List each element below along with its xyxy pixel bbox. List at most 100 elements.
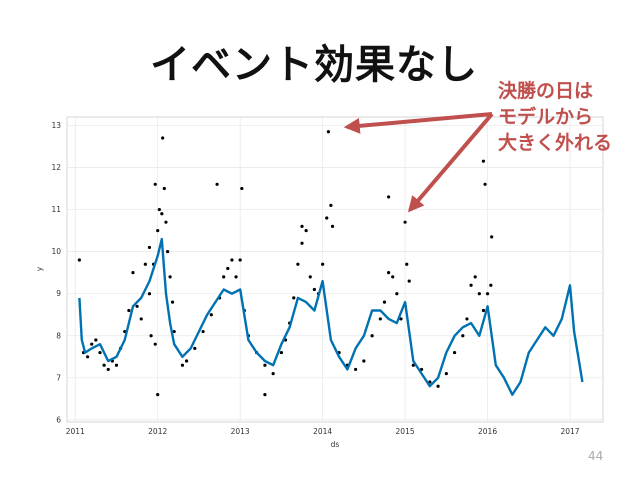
observed-point	[193, 346, 197, 350]
observed-point	[139, 317, 143, 321]
y-tick-label: 9	[56, 289, 61, 298]
observed-point	[263, 363, 267, 367]
y-axis-label: y	[35, 266, 44, 271]
observed-point	[131, 271, 135, 275]
observed-point	[147, 245, 152, 250]
observed-point	[329, 203, 333, 207]
observed-point	[201, 329, 205, 334]
observed-point	[387, 271, 391, 275]
observed-point	[330, 224, 335, 228]
observed-point	[387, 195, 391, 199]
observed-point	[300, 224, 304, 228]
observed-point	[222, 275, 226, 279]
x-tick-label: 2012	[148, 427, 167, 436]
observed-point	[180, 363, 185, 367]
observed-point	[481, 159, 486, 163]
observed-points	[77, 130, 494, 397]
x-tick-label: 2015	[396, 427, 415, 436]
observed-point	[407, 279, 411, 283]
observed-point	[296, 262, 300, 266]
page-number: 44	[588, 449, 604, 463]
observed-point	[215, 182, 219, 186]
observed-point	[362, 359, 366, 363]
observed-point	[102, 363, 106, 367]
observed-point	[444, 372, 448, 376]
observed-point	[321, 262, 325, 266]
observed-point	[461, 334, 465, 338]
plot-area	[66, 116, 604, 423]
axis-ticks: 6 7 8 9 10 11 12 13 2011 2012 2013 2014 2015 2016 2017	[51, 121, 579, 436]
observed-point	[378, 317, 382, 321]
observed-point	[143, 262, 147, 266]
observed-point	[326, 130, 331, 134]
observed-point	[184, 359, 189, 363]
callout-line-1: 決勝の日は	[498, 80, 594, 102]
observed-point	[483, 182, 487, 186]
observed-point	[481, 308, 486, 313]
observed-point	[405, 262, 409, 266]
observed-point	[157, 207, 161, 212]
callout-line-3: 大きく外れる	[498, 132, 613, 154]
observed-point	[354, 367, 358, 372]
x-tick-label: 2014	[313, 427, 332, 436]
y-tick-label: 10	[51, 247, 61, 256]
observed-point	[240, 186, 244, 191]
forecast-line	[78, 237, 584, 396]
y-tick-label: 11	[51, 205, 61, 214]
observed-point	[292, 296, 296, 300]
observed-point	[127, 308, 131, 313]
observed-point	[98, 350, 102, 355]
observed-point	[263, 393, 267, 397]
observed-point	[114, 363, 119, 367]
observed-point	[300, 241, 304, 245]
grid-lines	[67, 117, 603, 422]
observed-point	[477, 292, 481, 296]
observed-point	[153, 182, 157, 186]
y-tick-label: 12	[51, 163, 61, 172]
observed-point	[156, 393, 160, 397]
observed-point	[90, 342, 94, 346]
x-tick-label: 2011	[66, 427, 85, 436]
observed-point	[135, 304, 139, 308]
y-tick-label: 6	[56, 415, 61, 424]
observed-point	[395, 292, 399, 296]
observed-point	[170, 300, 175, 304]
observed-point	[172, 329, 176, 334]
observed-point	[156, 228, 160, 233]
observed-point	[161, 136, 165, 140]
observed-point	[391, 275, 395, 279]
observed-point	[234, 275, 238, 279]
observed-point	[473, 275, 477, 279]
observed-point	[465, 317, 469, 321]
x-tick-label: 2013	[231, 427, 250, 436]
y-tick-label: 7	[56, 373, 61, 382]
observed-point	[452, 350, 457, 355]
observed-point	[94, 338, 98, 342]
observed-point	[166, 250, 170, 254]
observed-point	[403, 220, 407, 224]
x-axis-label: ds	[331, 440, 340, 449]
observed-point	[370, 334, 374, 338]
observed-point	[312, 287, 316, 292]
callout-line-2: モデルから	[498, 106, 594, 128]
x-tick-label: 2017	[560, 427, 579, 436]
observed-point	[271, 372, 275, 376]
observed-point	[279, 350, 283, 355]
observed-point	[308, 275, 312, 279]
observed-point	[490, 235, 494, 239]
y-tick-label: 13	[51, 121, 61, 130]
x-tick-label: 2016	[478, 427, 497, 436]
observed-point	[238, 258, 242, 262]
observed-point	[106, 367, 110, 372]
observed-point	[147, 292, 152, 296]
observed-point	[226, 266, 230, 271]
observed-point	[160, 212, 164, 216]
observed-point	[162, 186, 166, 191]
observed-point	[230, 258, 234, 262]
observed-point	[485, 292, 490, 296]
observed-point	[77, 258, 81, 262]
y-tick-label: 8	[56, 331, 61, 340]
observed-point	[382, 300, 387, 304]
arrow-to-2014-outlier	[343, 112, 493, 134]
